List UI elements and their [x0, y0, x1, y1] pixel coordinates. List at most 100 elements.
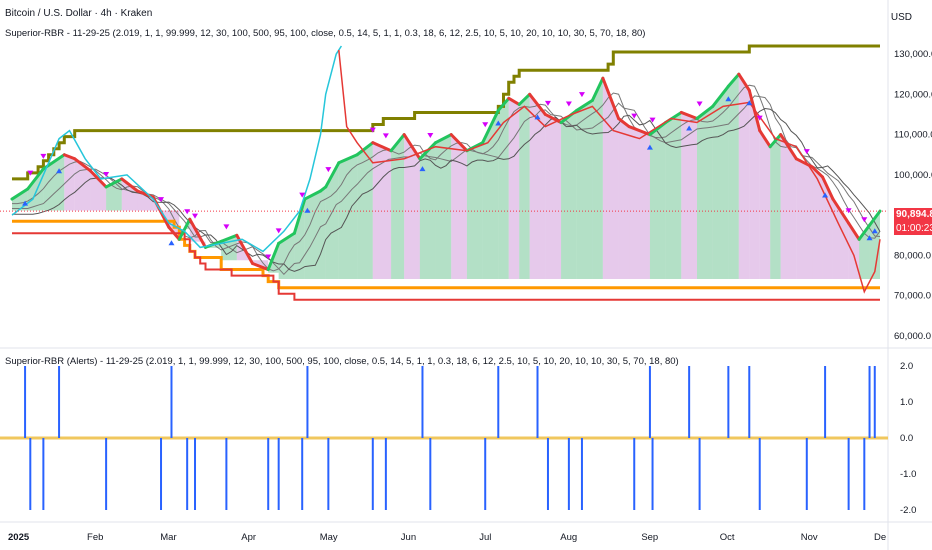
long-entry-marker[interactable]	[871, 228, 878, 234]
time-tick-label: Aug	[560, 532, 577, 543]
close-entry-marker[interactable]	[275, 228, 282, 234]
price-segment	[575, 98, 594, 112]
price-segment	[104, 177, 124, 189]
long-entry-marker[interactable]	[686, 125, 693, 131]
long-entry-marker[interactable]	[419, 166, 426, 172]
price-segment	[418, 141, 438, 161]
last-price-tag: 90,894.8	[894, 208, 932, 222]
price-tick-label: 110,000.0	[894, 130, 932, 141]
price-segment	[847, 221, 861, 241]
close-entry-marker[interactable]	[325, 167, 332, 173]
trend-zone-fill	[592, 78, 603, 279]
time-tick-label: Oct	[720, 532, 735, 543]
long-entry-marker[interactable]	[822, 192, 829, 198]
close-entry-marker[interactable]	[158, 197, 165, 203]
swing-low-line	[338, 49, 881, 294]
close-entry-marker[interactable]	[631, 113, 638, 119]
alert-tick-label: -2.0	[900, 505, 916, 516]
trend-zone-fill	[576, 100, 593, 279]
price-segment	[277, 231, 296, 245]
price-segment	[768, 133, 783, 149]
trend-zone-fill	[759, 130, 771, 279]
price-segment	[303, 189, 323, 201]
trend-zone-fill	[812, 166, 823, 279]
long-entry-marker[interactable]	[646, 144, 653, 150]
trend-zone-fill	[602, 78, 619, 279]
price-segment	[177, 217, 192, 241]
price-tick-label: 70,000.0	[894, 291, 931, 302]
price-segment	[868, 209, 882, 227]
long-entry-marker[interactable]	[168, 240, 175, 246]
long-entry-marker[interactable]	[495, 120, 502, 126]
close-entry-marker[interactable]	[696, 101, 703, 107]
price-segment	[188, 217, 207, 249]
trend-zone-fill	[419, 142, 436, 279]
close-entry-marker[interactable]	[223, 224, 230, 230]
long-entry-marker[interactable]	[746, 100, 753, 106]
trend-zone-fill	[665, 112, 682, 279]
trend-zone-fill	[357, 142, 373, 279]
bar-countdown: 01:00:23	[894, 222, 932, 235]
close-entry-marker[interactable]	[192, 213, 199, 219]
price-segment	[389, 133, 406, 153]
price-segment	[337, 153, 359, 165]
price-segment	[292, 197, 307, 235]
time-tick-label: Sep	[641, 532, 658, 543]
trend-zone-fill	[304, 191, 321, 279]
moving-average-line	[12, 84, 881, 272]
trend-zone-fill	[435, 134, 452, 279]
price-segment	[402, 133, 422, 161]
close-entry-marker[interactable]	[565, 101, 572, 107]
price-segment	[779, 133, 798, 161]
price-segment	[324, 161, 341, 189]
trend-zone-fill	[391, 134, 405, 279]
price-segment	[219, 233, 239, 243]
alert-tick-label: 0.0	[900, 433, 913, 444]
close-entry-marker[interactable]	[265, 254, 272, 260]
close-entry-marker[interactable]	[369, 127, 376, 133]
long-entry-marker[interactable]	[56, 168, 63, 174]
price-segment	[820, 175, 835, 201]
price-segment	[737, 72, 751, 92]
price-segment	[695, 104, 715, 120]
trend-zone-fill	[712, 86, 729, 279]
swing-high-line	[11, 45, 343, 253]
time-tick-label: Nov	[801, 532, 818, 543]
close-entry-marker[interactable]	[40, 153, 47, 159]
long-entry-marker[interactable]	[725, 96, 732, 102]
price-segment	[528, 92, 547, 116]
symbol-title: Bitcoin / U.S. Dollar · 4h · Kraken	[5, 8, 153, 19]
price-segment	[355, 141, 375, 157]
price-segment	[481, 108, 500, 145]
trend-zone-fill	[545, 114, 562, 279]
long-entry-marker[interactable]	[304, 207, 311, 213]
time-tick-label: 2025	[8, 532, 30, 543]
trend-zone-fill	[498, 98, 509, 279]
close-entry-marker[interactable]	[861, 217, 868, 223]
trend-zone-fill	[519, 94, 530, 279]
close-entry-marker[interactable]	[427, 133, 434, 139]
moving-average-line	[12, 95, 881, 276]
close-entry-marker[interactable]	[382, 133, 389, 139]
currency-label: USD	[890, 12, 912, 23]
close-entry-marker[interactable]	[544, 100, 551, 106]
long-entry-marker[interactable]	[534, 114, 541, 120]
close-entry-marker[interactable]	[27, 170, 34, 176]
close-entry-marker[interactable]	[649, 117, 656, 123]
close-entry-marker[interactable]	[299, 192, 306, 198]
long-entry-marker[interactable]	[22, 200, 29, 206]
trend-zone-fill	[859, 225, 870, 279]
close-entry-marker[interactable]	[578, 92, 585, 98]
long-entry-marker[interactable]	[866, 235, 873, 241]
close-entry-marker[interactable]	[803, 149, 810, 155]
price-segment	[857, 223, 872, 241]
close-entry-marker[interactable]	[845, 208, 852, 214]
close-entry-marker[interactable]	[482, 122, 489, 128]
close-entry-marker[interactable]	[103, 171, 110, 177]
close-entry-marker[interactable]	[184, 209, 191, 215]
close-entry-marker[interactable]	[756, 115, 763, 121]
stop-band-line	[12, 232, 880, 301]
price-segment	[120, 177, 139, 193]
price-segment	[648, 121, 668, 137]
